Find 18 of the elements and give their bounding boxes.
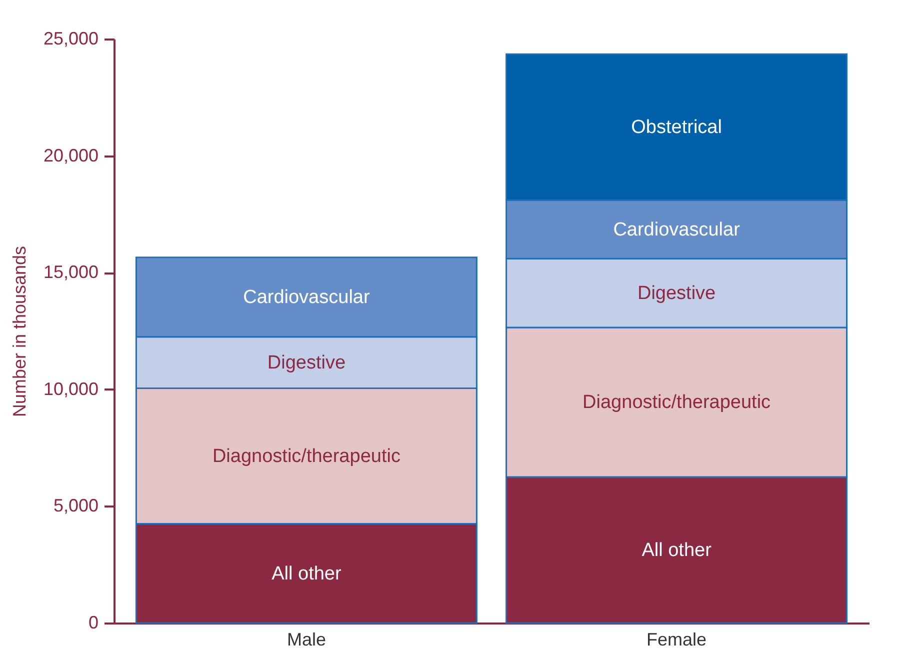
y-tick-label: 25,000 xyxy=(43,28,98,48)
text: All other xyxy=(642,540,712,561)
series-label: Digestive xyxy=(267,352,346,374)
y-tick-label: 0 xyxy=(88,612,98,632)
text: Diagnostic/therapeutic xyxy=(582,392,771,414)
y-tick-label: 10,000 xyxy=(43,378,98,399)
series-label: Cardiovascular xyxy=(613,219,741,240)
y-tick-label: 20,000 xyxy=(43,145,98,166)
x-tick-label: Female xyxy=(646,630,707,650)
x-tick-label: Male xyxy=(286,630,326,650)
y-axis-title: Number in thousands xyxy=(9,246,30,418)
y-tick-label: 5,000 xyxy=(53,496,98,516)
series-label: Obstetrical xyxy=(631,117,722,138)
series-label: Diagnostic/therapeutic xyxy=(212,446,400,467)
series-label: All other xyxy=(272,563,342,584)
y-tick-label: 15,000 xyxy=(43,262,98,282)
text: Cardiovascular xyxy=(243,287,370,308)
text: Digestive xyxy=(637,283,716,304)
